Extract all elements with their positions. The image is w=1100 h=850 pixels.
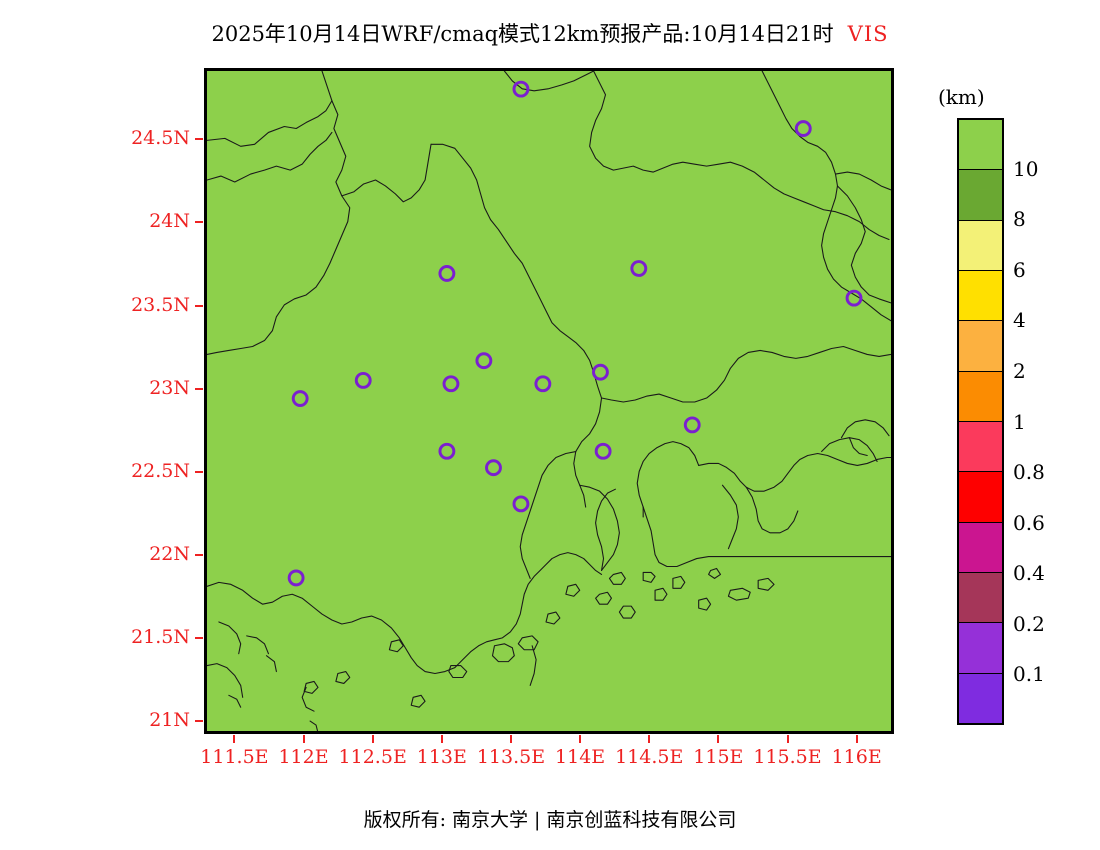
colorbar-tick-label: 2 [1013,358,1026,383]
x-axis-tick-label: 115E [693,746,744,768]
colorbar-tick-label: 4 [1013,308,1026,333]
copyright-footer: 版权所有: 南京大学 | 南京创蓝科技有限公司 [0,805,1100,832]
y-axis-tick-label: 21.5N [131,625,190,648]
station-circle[interactable] [354,371,372,389]
station-circle[interactable] [512,80,530,98]
coastline-and-boundary-paths [207,71,891,731]
colorbar[interactable] [957,118,1004,725]
colorbar-tick-label: 1 [1013,409,1026,434]
y-axis-tick-label: 23N [149,376,190,399]
colorbar-tick-label: 0.8 [1013,460,1045,485]
y-axis-tick-mark [195,304,203,307]
y-axis-tick-mark [195,553,203,556]
footer-left-text: 版权所有: 南京大学 [363,809,529,831]
colorbar-band[interactable] [959,421,1002,473]
x-axis-tick-label: 112.5E [338,746,407,768]
colorbar-tick-label: 0.6 [1013,510,1045,535]
x-axis-tick-label: 115.5E [753,746,822,768]
y-axis-tick-label: 24N [149,210,190,233]
footer-separator: | [534,809,541,831]
y-axis-tick-label: 22N [149,542,190,565]
colorbar-band[interactable] [959,472,1002,523]
title-variable-label: VIS [847,22,889,46]
station-circle[interactable] [287,569,305,587]
map-geography-canvas [207,71,891,731]
station-circle[interactable] [485,459,502,477]
x-axis-tick-mark [579,735,582,743]
x-axis-tick-label: 114.5E [615,746,684,768]
station-circle[interactable] [594,442,612,460]
colorbar-band[interactable] [959,673,1002,723]
colorbar-band[interactable] [959,522,1002,573]
y-axis-tick-mark [195,636,203,639]
colorbar-tick-label: 0.2 [1013,611,1045,636]
colorbar-band[interactable] [959,371,1002,422]
x-axis-tick-mark [371,735,374,743]
colorbar-band[interactable] [959,120,1002,171]
chart-title: 2025年10月14日WRF/cmaq模式12km预报产品:10月14日21时 V… [0,18,1100,48]
station-circle[interactable] [438,442,456,460]
footer-right-text: 南京创蓝科技有限公司 [546,809,737,831]
x-axis-tick-mark [440,735,443,743]
colorbar-tick-label: 0.1 [1013,662,1045,687]
y-axis-tick-mark [195,387,203,390]
x-axis-tick-label: 113.5E [476,746,546,768]
station-circle[interactable] [794,120,812,137]
y-axis-tick-label: 24.5N [131,127,190,150]
station-circle[interactable] [512,495,530,513]
colorbar-band[interactable] [959,321,1002,372]
x-axis-tick-mark [233,735,236,743]
colorbar-tick-label: 0.4 [1013,561,1045,586]
x-axis-tick-label: 111.5E [200,746,269,768]
colorbar-band[interactable] [959,220,1002,271]
station-circle[interactable] [592,363,609,381]
colorbar-tick-label: 6 [1013,257,1026,282]
colorbar-band[interactable] [959,623,1002,674]
map-plot-area [204,68,894,734]
station-circle[interactable] [291,390,309,407]
station-circle[interactable] [845,289,863,307]
colorbar-tick-label: 8 [1013,207,1026,232]
x-axis-tick-mark [855,735,858,743]
station-circle[interactable] [683,416,701,434]
y-axis-tick-label: 21N [149,708,190,731]
colorbar-band[interactable] [959,572,1002,624]
station-circle[interactable] [475,352,493,370]
station-circle[interactable] [534,375,552,393]
x-axis-tick-label: 113E [416,746,467,768]
colorbar-tick-label: 10 [1013,156,1039,181]
station-circle[interactable] [438,265,456,282]
y-axis-tick-mark [195,719,203,722]
x-axis-tick-label: 112E [278,746,329,768]
x-axis-tick-mark [648,735,651,743]
x-axis-tick-label: 114E [555,746,606,768]
colorbar-unit-label: (km) [938,85,985,109]
station-circle[interactable] [442,375,460,393]
x-axis-tick-mark [717,735,720,743]
station-markers-layer [287,80,863,587]
x-axis-tick-mark [786,735,789,743]
station-circle[interactable] [630,260,648,277]
x-axis-tick-mark [509,735,512,743]
y-axis-tick-label: 23.5N [131,293,190,316]
y-axis-tick-label: 22.5N [131,459,190,482]
x-axis-tick-mark [302,735,305,743]
colorbar-band[interactable] [959,170,1002,221]
y-axis-tick-mark [195,138,203,141]
x-axis-tick-label: 116E [831,746,882,768]
title-main-text: 2025年10月14日WRF/cmaq模式12km预报产品:10月14日21时 [211,22,834,46]
colorbar-band[interactable] [959,270,1002,322]
y-axis-tick-mark [195,470,203,473]
y-axis-tick-mark [195,221,203,224]
